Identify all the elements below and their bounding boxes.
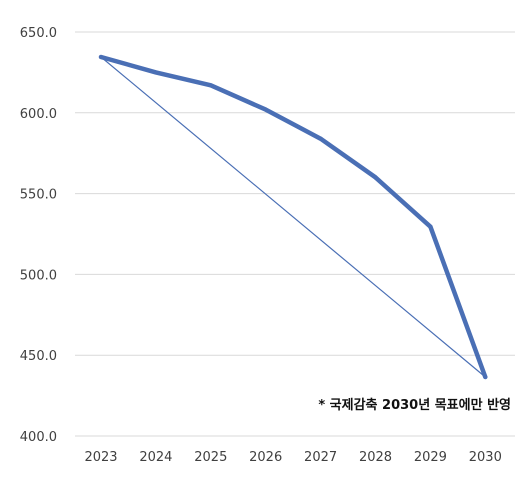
- x-tick-label: 2024: [139, 450, 172, 465]
- y-tick-label: 400.0: [20, 430, 57, 445]
- y-axis-ticks: 400.0 450.0 500.0 550.0 600.0 650.0: [20, 26, 57, 445]
- data-point: [428, 224, 433, 229]
- x-tick-label: 2023: [84, 450, 117, 465]
- y-tick-label: 650.0: [20, 26, 57, 41]
- x-tick-label: 2027: [304, 450, 337, 465]
- data-point: [153, 70, 158, 75]
- x-tick-label: 2029: [414, 450, 447, 465]
- gridlines: [75, 31, 515, 437]
- x-axis-ticks: 2023 2024 2025 2026 2027 2028 2029 2030: [84, 450, 501, 465]
- x-tick-label: 2028: [359, 450, 392, 465]
- y-tick-label: 500.0: [20, 268, 57, 283]
- emissions-trajectory-line: [98, 54, 488, 380]
- data-point: [263, 107, 268, 112]
- y-tick-label: 550.0: [20, 188, 57, 203]
- data-point: [100, 56, 102, 58]
- straight-target-line: [100, 56, 486, 378]
- x-tick-label: 2026: [249, 450, 282, 465]
- series-lines: [98, 54, 488, 380]
- target-note-annotation: * 국제감축 2030년 목표에만 반영: [318, 397, 511, 413]
- data-point: [373, 175, 378, 180]
- y-tick-label: 600.0: [20, 107, 57, 122]
- data-point: [208, 83, 213, 88]
- x-tick-label: 2025: [194, 450, 227, 465]
- y-tick-label: 450.0: [20, 349, 57, 364]
- data-point: [484, 376, 486, 378]
- data-point: [318, 136, 323, 141]
- x-tick-label: 2030: [469, 450, 502, 465]
